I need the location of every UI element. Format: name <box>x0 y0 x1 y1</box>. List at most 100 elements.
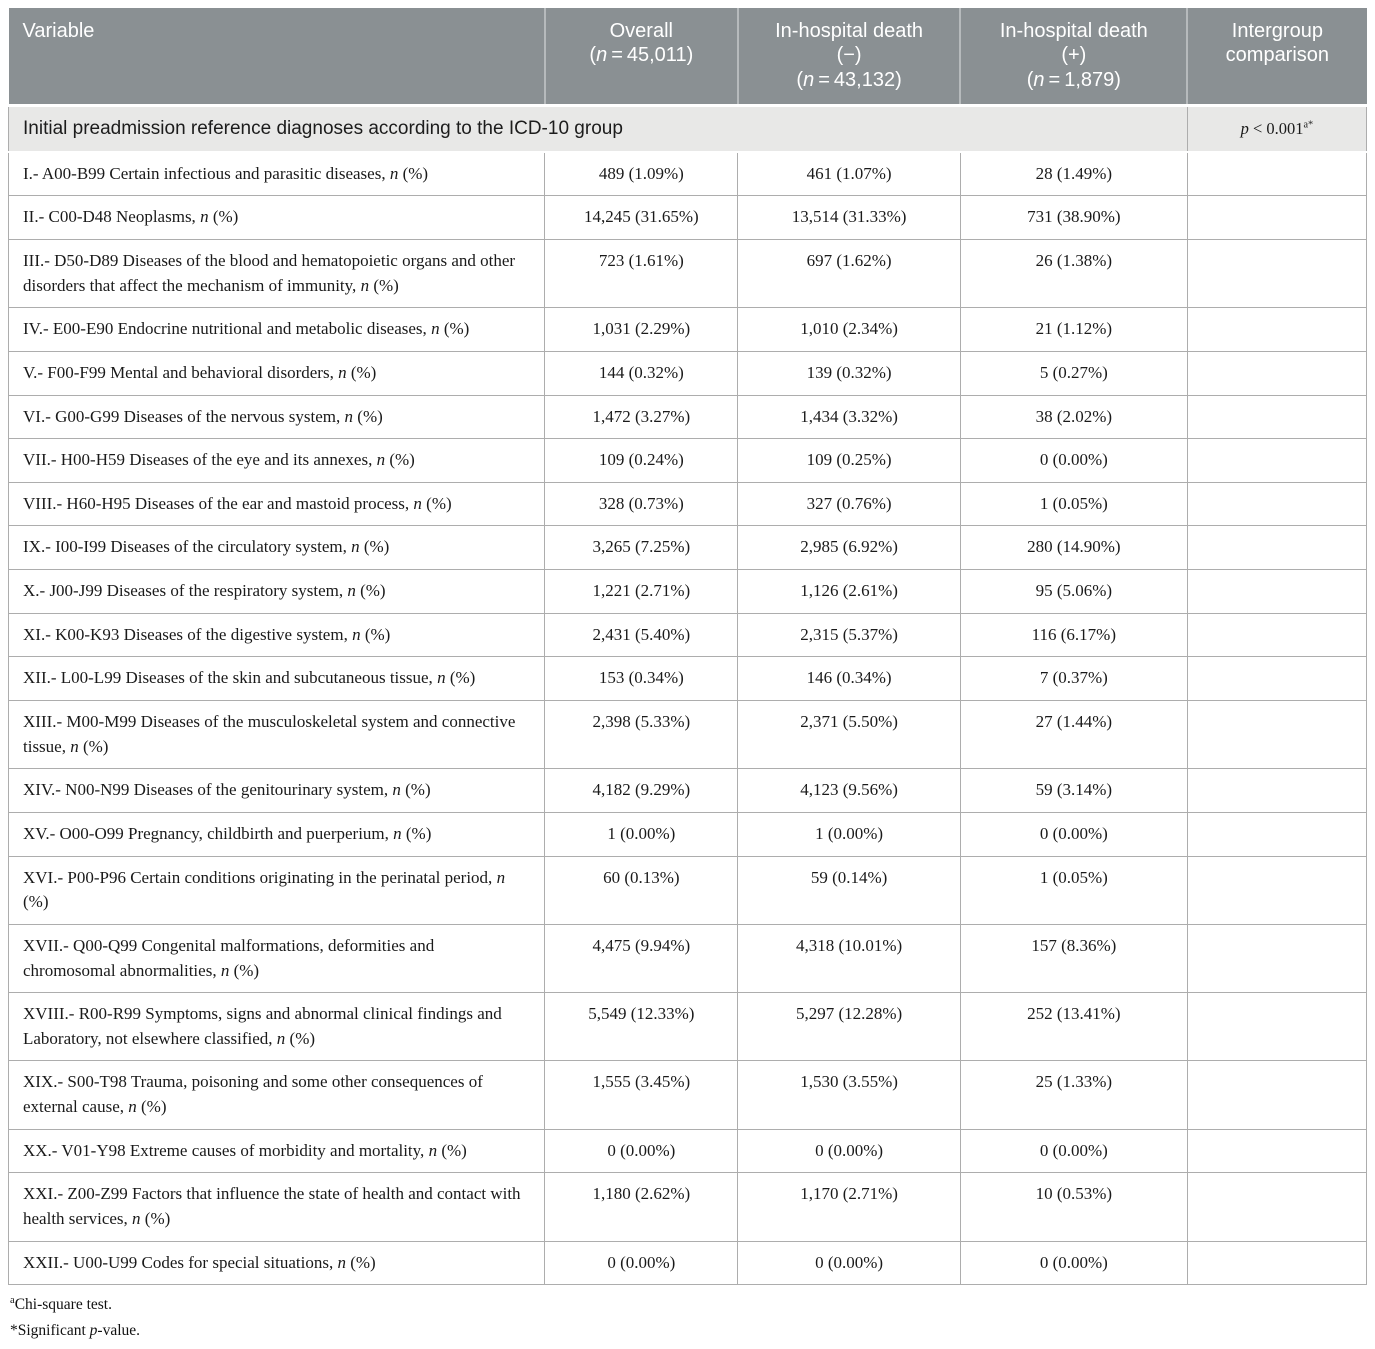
cell-intergroup <box>1186 1240 1368 1286</box>
column-header-label: Variable <box>22 20 95 42</box>
cell-variable: XXI.- Z00-Z99 Factors that influence the… <box>7 1172 546 1242</box>
table-row: I.- A00-B99 Certain infectious and paras… <box>7 151 1368 197</box>
cell-overall: 2,398 (5.33%) <box>544 700 739 770</box>
table-row: IX.- I00-I99 Diseases of the circulatory… <box>7 525 1368 571</box>
cell-overall: 153 (0.34%) <box>544 656 739 702</box>
cell-variable: XXII.- U00-U99 Codes for special situati… <box>7 1240 546 1286</box>
cell-intergroup <box>1186 923 1368 994</box>
cell-death-negative: 146 (0.34%) <box>737 656 961 702</box>
cell-death-negative: 1,126 (2.61%) <box>737 569 961 614</box>
cell-death-negative: 5,297 (12.28%) <box>737 992 961 1062</box>
table-header: Variable Overall (n = 45,011) In-hospita… <box>8 8 1367 108</box>
cell-intergroup <box>1186 855 1368 925</box>
cell-intergroup <box>1186 1172 1368 1242</box>
cell-death-negative: 0 (0.00%) <box>737 1128 961 1174</box>
cell-variable: IV.- E00-E90 Endocrine nutritional and m… <box>7 307 546 352</box>
cell-death-negative: 109 (0.25%) <box>737 438 961 483</box>
icd10-diagnoses-table: Variable Overall (n = 45,011) In-hospita… <box>7 8 1368 1286</box>
footnote-marker: * <box>10 1321 18 1339</box>
footnotes: aChi-square test. *Significant p-value. <box>8 1285 1367 1342</box>
cell-death-negative: 1,434 (3.32%) <box>737 394 961 440</box>
p-value-text: p < 0.001 <box>1240 118 1304 138</box>
cell-variable: VI.- G00-G99 Diseases of the nervous sys… <box>7 394 546 440</box>
table-row: XV.- O00-O99 Pregnancy, childbirth and p… <box>7 811 1368 857</box>
cell-death-positive: 21 (1.12%) <box>959 307 1188 352</box>
cell-overall: 1,180 (2.62%) <box>544 1172 739 1242</box>
table-row: III.- D50-D89 Diseases of the blood and … <box>7 238 1368 309</box>
cell-intergroup <box>1186 569 1368 614</box>
cell-intergroup <box>1186 151 1368 197</box>
cell-intergroup <box>1186 238 1368 309</box>
table-row: XXI.- Z00-Z99 Factors that influence the… <box>7 1172 1368 1242</box>
cell-overall: 1,031 (2.29%) <box>544 307 739 352</box>
cell-variable: I.- A00-B99 Certain infectious and paras… <box>7 151 546 197</box>
cell-death-negative: 461 (1.07%) <box>737 151 961 197</box>
cell-intergroup <box>1186 307 1368 352</box>
cell-death-negative: 2,985 (6.92%) <box>737 525 961 571</box>
cell-overall: 3,265 (7.25%) <box>544 525 739 571</box>
cell-intergroup <box>1186 612 1368 658</box>
cell-death-negative: 4,318 (10.01%) <box>737 923 961 994</box>
cell-death-positive: 0 (0.00%) <box>959 438 1188 483</box>
table-row: VII.- H00-H59 Diseases of the eye and it… <box>7 438 1368 483</box>
cell-death-positive: 280 (14.90%) <box>959 525 1188 571</box>
cell-overall: 60 (0.13%) <box>544 855 739 925</box>
table-row: IV.- E00-E90 Endocrine nutritional and m… <box>7 307 1368 352</box>
cell-death-negative: 59 (0.14%) <box>737 855 961 925</box>
cell-death-negative: 13,514 (31.33%) <box>737 195 961 240</box>
column-header-n: (n = 45,011) <box>589 44 694 67</box>
section-p-value: p < 0.001a* <box>1186 105 1368 153</box>
table-row: XI.- K00-K93 Diseases of the digestive s… <box>7 612 1368 658</box>
cell-variable: IX.- I00-I99 Diseases of the circulatory… <box>7 525 546 571</box>
cell-variable: XVI.- P00-P96 Certain conditions origina… <box>7 855 546 925</box>
cell-death-positive: 252 (13.41%) <box>959 992 1188 1062</box>
cell-death-positive: 7 (0.37%) <box>959 656 1188 702</box>
section-header-row: Initial preadmission reference diagnoses… <box>8 105 1368 153</box>
cell-variable: XIV.- N00-N99 Diseases of the genitourin… <box>7 768 546 813</box>
cell-intergroup <box>1186 438 1368 483</box>
cell-overall: 723 (1.61%) <box>544 238 739 309</box>
footnote-marker: a <box>10 1295 15 1307</box>
cell-variable: XIII.- M00-M99 Diseases of the musculosk… <box>7 700 546 770</box>
cell-overall: 0 (0.00%) <box>544 1240 739 1286</box>
cell-variable: XII.- L00-L99 Diseases of the skin and s… <box>7 656 546 702</box>
column-header-n: (n = 43,132) <box>796 68 902 91</box>
cell-death-positive: 25 (1.33%) <box>959 1060 1188 1130</box>
cell-intergroup <box>1186 1060 1368 1130</box>
cell-death-negative: 1,010 (2.34%) <box>737 307 961 352</box>
cell-intergroup <box>1186 811 1368 857</box>
cell-variable: VII.- H00-H59 Diseases of the eye and it… <box>7 438 546 483</box>
cell-intergroup <box>1186 656 1368 702</box>
cell-overall: 109 (0.24%) <box>544 438 739 483</box>
cell-variable: VIII.- H60-H95 Diseases of the ear and m… <box>7 481 546 527</box>
column-header-label: Overall <box>609 20 673 42</box>
cell-variable: II.- C00-D48 Neoplasms, n (%) <box>7 195 546 240</box>
table-row: XVIII.- R00-R99 Symptoms, signs and abno… <box>7 992 1368 1062</box>
table-row: XVII.- Q00-Q99 Congenital malformations,… <box>7 923 1368 994</box>
cell-intergroup <box>1186 1128 1368 1174</box>
cell-death-negative: 327 (0.76%) <box>737 481 961 527</box>
column-header-death-positive: In-hospital death (+) (n = 1,879) <box>959 8 1188 108</box>
table-row: XIV.- N00-N99 Diseases of the genitourin… <box>7 768 1368 813</box>
cell-death-positive: 731 (38.90%) <box>959 195 1188 240</box>
cell-overall: 1,472 (3.27%) <box>544 394 739 440</box>
cell-death-positive: 38 (2.02%) <box>959 394 1188 440</box>
cell-overall: 4,475 (9.94%) <box>544 923 739 994</box>
header-row: Variable Overall (n = 45,011) In-hospita… <box>8 8 1367 108</box>
cell-variable: V.- F00-F99 Mental and behavioral disord… <box>7 350 546 396</box>
column-header-overall: Overall (n = 45,011) <box>543 8 738 108</box>
table-row: VI.- G00-G99 Diseases of the nervous sys… <box>7 394 1368 440</box>
cell-intergroup <box>1186 350 1368 396</box>
footnote-text: Chi-square test. <box>14 1296 112 1314</box>
cell-variable: XV.- O00-O99 Pregnancy, childbirth and p… <box>7 811 546 857</box>
cell-death-negative: 2,315 (5.37%) <box>737 612 961 658</box>
cell-death-positive: 26 (1.38%) <box>959 238 1188 309</box>
cell-death-positive: 0 (0.00%) <box>959 1240 1188 1286</box>
table-row: XII.- L00-L99 Diseases of the skin and s… <box>7 656 1368 702</box>
cell-death-negative: 697 (1.62%) <box>737 238 961 309</box>
cell-intergroup <box>1186 481 1368 527</box>
cell-death-positive: 0 (0.00%) <box>959 1128 1188 1174</box>
cell-death-positive: 157 (8.36%) <box>959 923 1188 994</box>
cell-variable: XX.- V01-Y98 Extreme causes of morbidity… <box>7 1128 546 1174</box>
cell-overall: 1,221 (2.71%) <box>544 569 739 614</box>
